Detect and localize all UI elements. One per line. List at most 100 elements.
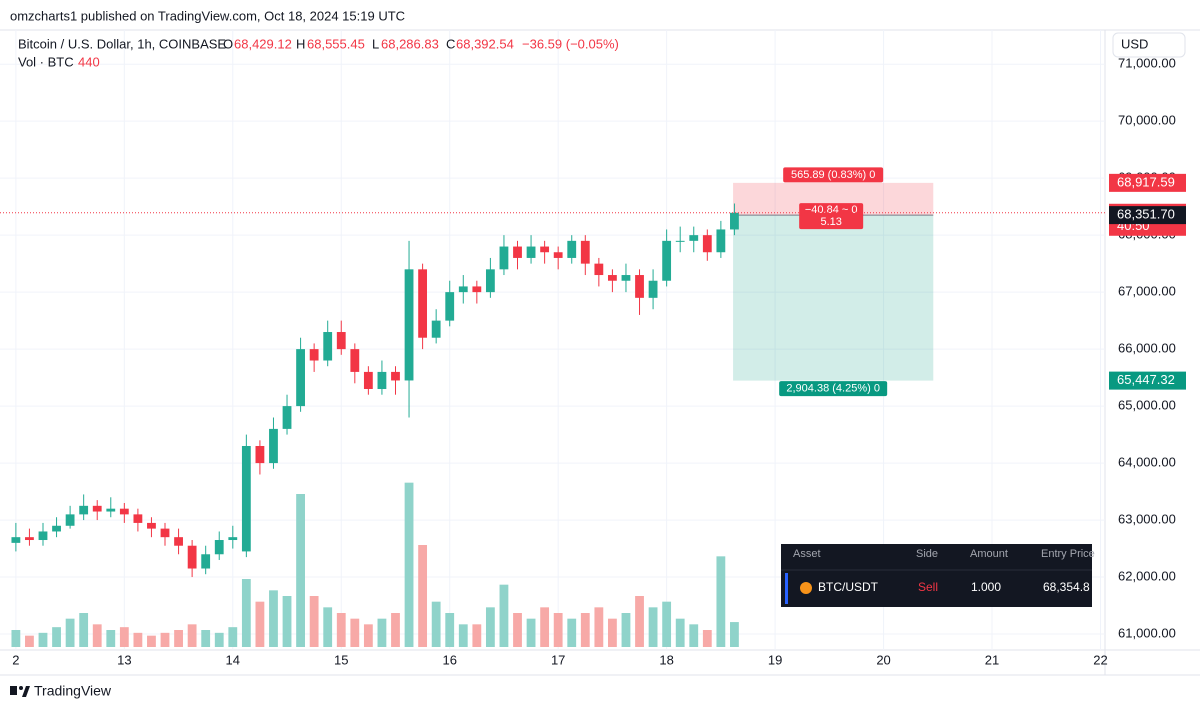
x-tick-label: 16 [442,652,456,667]
candle-body [160,528,170,538]
volume-bar [608,618,617,647]
candle-body [445,292,455,321]
currency[interactable]: USD [1121,36,1148,51]
volume-bar [513,613,522,647]
volume-bar [635,596,644,647]
volume-bar [675,618,685,647]
candle-body [363,371,373,390]
volume-bar [648,607,658,647]
position-label: 5.13 [820,216,841,228]
price-tag [1109,206,1186,225]
position-label-bg [799,203,864,230]
y-tick-label: 63,000.00 [1118,512,1176,527]
candle-body [269,428,278,464]
volume-bar [445,613,455,647]
candle-body [133,514,143,523]
y-tick-label: 67,000.00 [1118,284,1176,299]
col-header: Side [916,548,938,560]
candle-body [296,349,305,407]
volume-bar [282,596,292,647]
candle-body [485,269,495,293]
col-header: Entry Price [1041,548,1095,560]
brand: TradingView [34,683,112,699]
volume-bar [336,613,346,647]
volume-bar [174,630,183,647]
volume-bar [309,596,319,647]
candle-body [635,275,644,298]
y-tick-label: 64,000.00 [1118,455,1176,470]
x-tick-label: 19 [768,652,782,667]
volume-bar [79,613,89,647]
candle-body [255,445,265,464]
y-tick-label: 62,000.00 [1118,568,1176,583]
position-label-bg [779,381,888,397]
candle-body [675,240,685,242]
candle-body [65,514,75,526]
side: Sell [918,580,938,594]
asset-icon [800,582,812,594]
x-tick-label: 13 [117,652,131,667]
candle-body [404,269,414,381]
volume-bar [38,632,48,647]
candle-body [458,286,468,293]
y-tick-label: 61,000.00 [1118,625,1176,640]
candle-body [79,505,89,515]
c-value: 68,392.54 [456,36,514,51]
volume-bar [25,635,34,647]
candle-body [201,554,211,569]
volume-bar [730,622,739,647]
candle-body [187,545,197,569]
candle-body [594,263,604,276]
volume-bar [391,613,400,647]
candle-body [608,275,617,281]
volume-bar [187,624,197,647]
volume-bar [472,624,482,647]
price-tag-label: 65,447.32 [1117,372,1175,387]
x-tick-label: 20 [876,652,890,667]
candle-body [174,537,183,546]
candle-body [309,349,319,361]
candle-body [214,540,224,555]
candle-body [540,246,550,253]
o: O [223,36,233,51]
candle-body [648,280,658,298]
volume-bar [499,584,509,647]
currency-button[interactable] [1112,32,1186,58]
x-tick-label: 21 [985,652,999,667]
col-header: Amount [970,548,1008,560]
logo [22,686,30,697]
candle-body [499,246,509,270]
candle-body [377,371,387,390]
position-label: 2,904.38 (4.25%) 0 [786,383,880,395]
position-label: 565.89 (0.83%) 0 [791,169,875,181]
price-tag [1109,371,1186,390]
volume-bar [106,630,116,647]
volume-bar [485,607,495,647]
volume-bar [594,607,604,647]
volume-bar [567,618,577,647]
price-tag-label: 68,351.70 [1117,207,1175,222]
candle-body [147,522,156,529]
volume-bar [689,624,699,647]
position-label-bg [783,167,884,183]
volume-bar [580,613,590,647]
logo [10,686,17,695]
vol-value: 440 [78,54,100,69]
candle-body [716,229,726,253]
volume-bar [296,494,305,647]
candle-body [228,537,238,541]
y-tick-label: 65,000.00 [1118,398,1176,413]
y-tick-label: 66,000.00 [1118,341,1176,356]
candle-body [282,406,292,429]
y-tick-label: 71,000.00 [1118,56,1176,71]
candle-body [25,537,34,541]
candle-body [11,537,21,543]
volume-bar [255,601,265,647]
volume-bar [621,613,631,647]
price-tag-label: 68,917.59 [1117,174,1175,189]
l: L [372,36,379,51]
volume-bar [133,632,143,647]
candle-body [119,508,129,515]
c: C [446,36,455,51]
o-value: 68,429.12 [234,36,292,51]
